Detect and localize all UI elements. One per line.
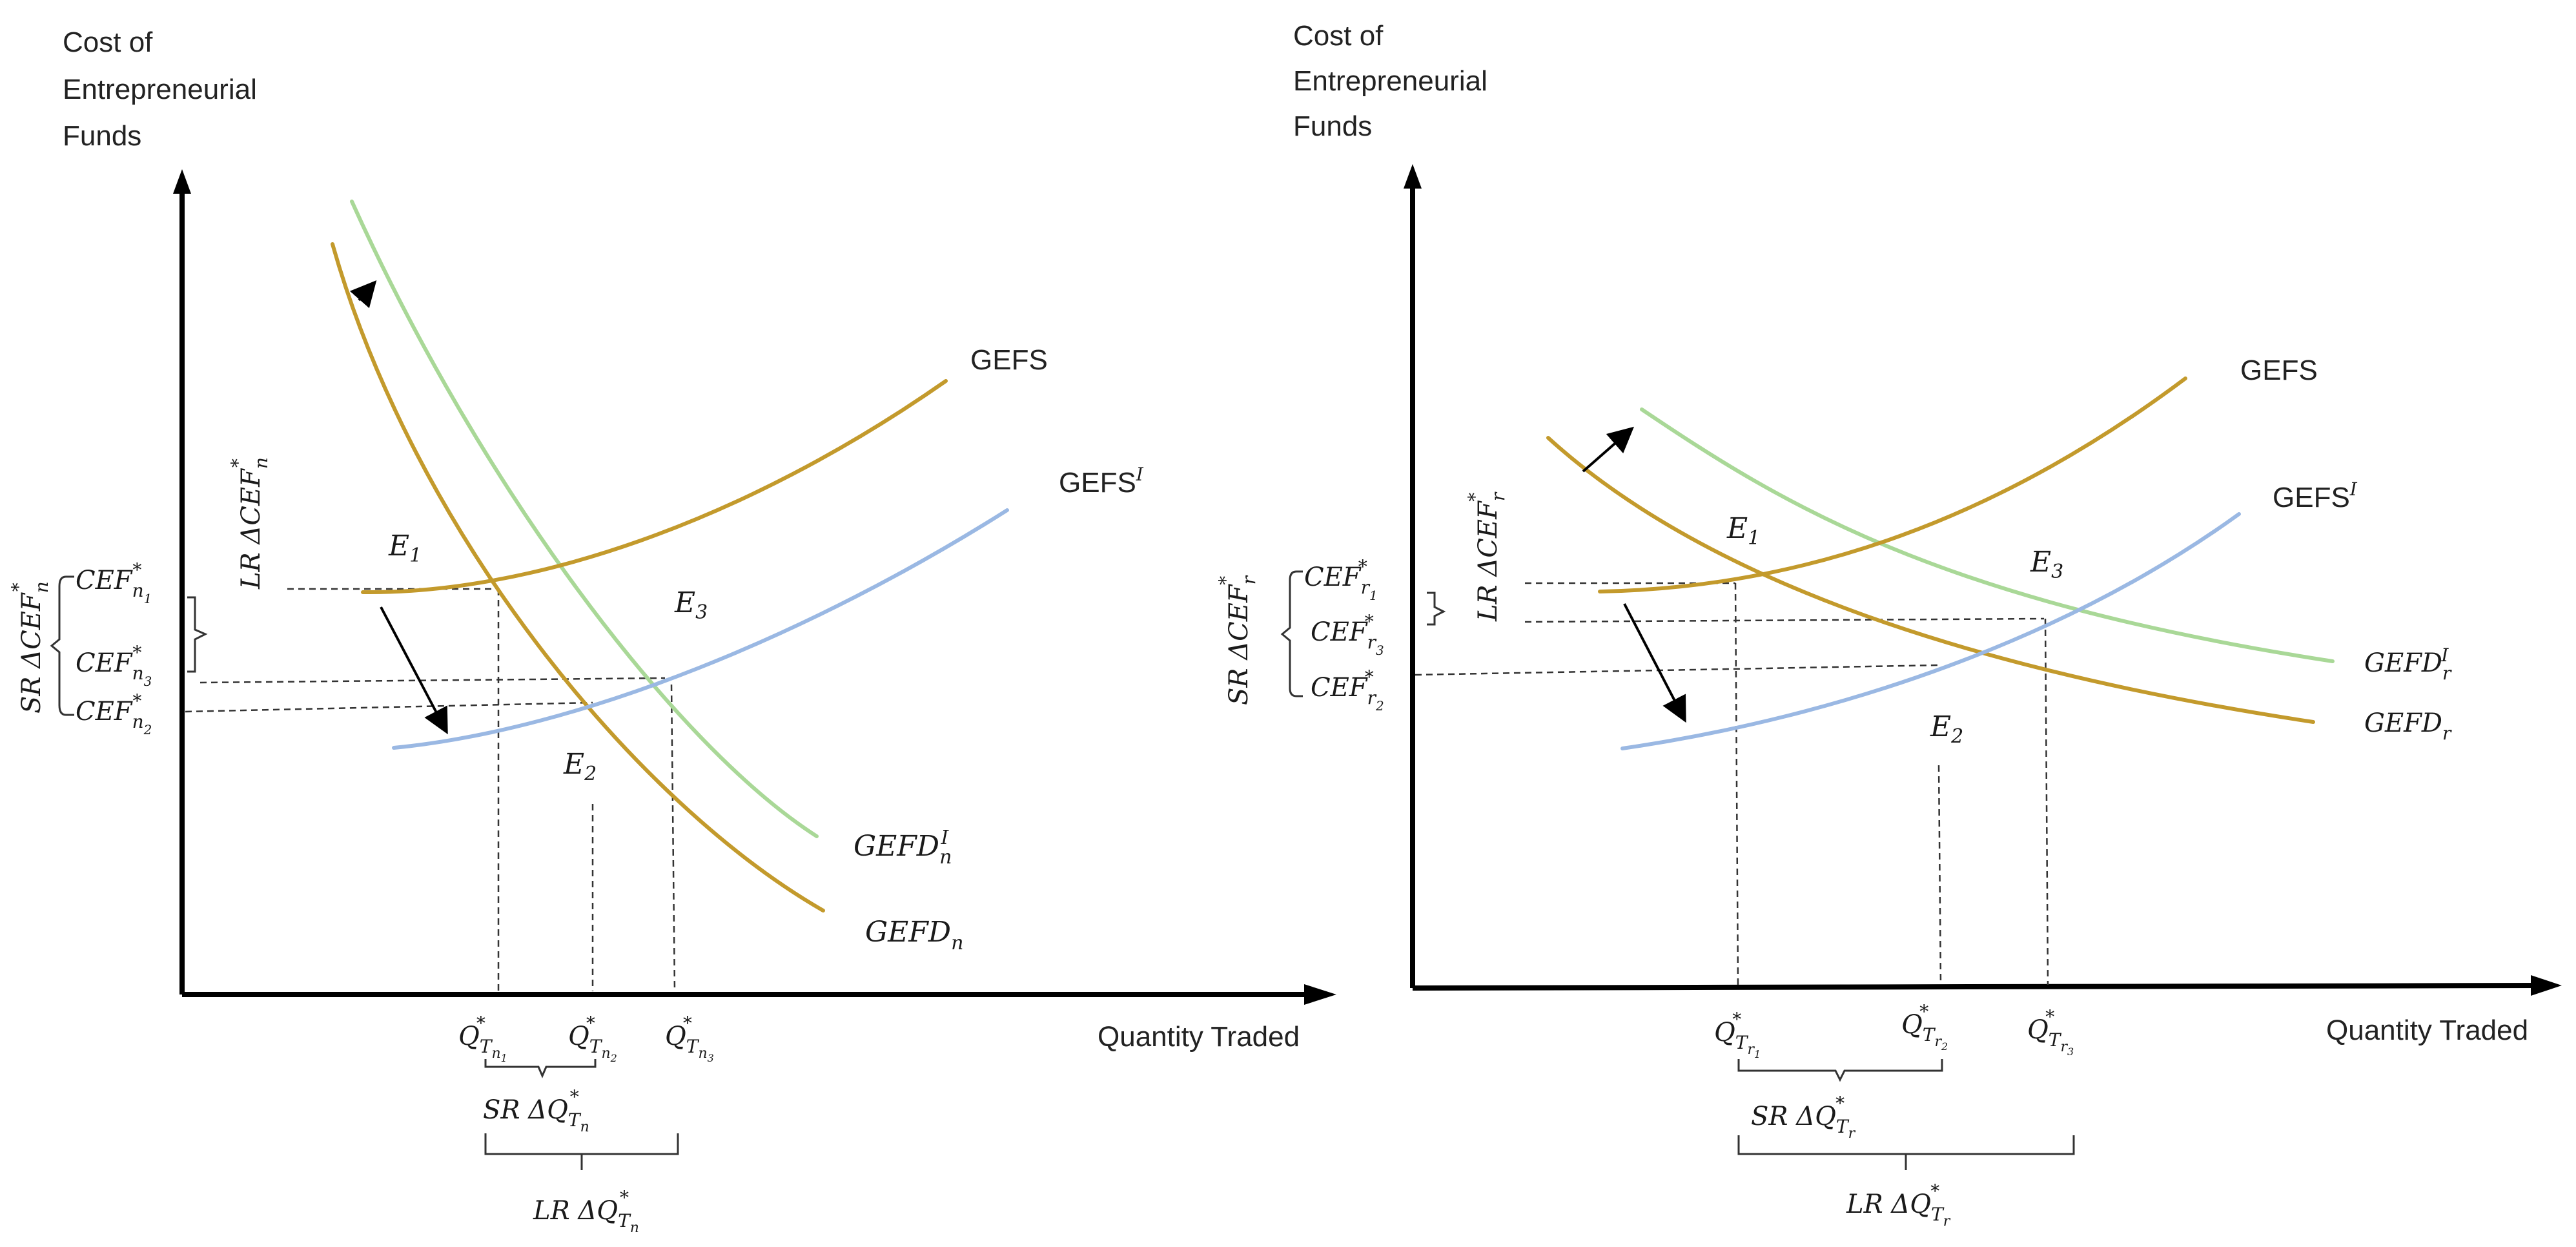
lr-price-brace	[1427, 592, 1446, 626]
gefd-curve	[1546, 436, 2315, 724]
sr-quantity-brace-label: SR ΔQTr*	[1751, 1093, 1856, 1142]
guide-q-r2	[1937, 765, 1942, 985]
gefd-shifted-label: GEFDrI	[2364, 644, 2452, 684]
demand-shift-arrow	[349, 280, 377, 309]
e1-label: E1	[388, 530, 422, 567]
lr-quantity-brace-label: LR ΔQTr*	[1846, 1180, 1951, 1230]
panel-n: Cost of Entrepreneurial Funds Quantity T…	[8, 26, 1336, 1236]
x-axis-arrowhead	[1304, 984, 1336, 1005]
y-axis-label-line-2: Entrepreneurial	[63, 74, 257, 105]
cef-n2-label: CEFn2*	[76, 690, 152, 737]
e3-label: E3	[674, 586, 708, 624]
cef-r3-label: CEFr3*	[1311, 611, 1384, 658]
q-n1-label: QTn1*	[458, 1013, 507, 1064]
gefs-shifted-curve	[392, 508, 1009, 750]
lr-quantity-brace-label: LR ΔQTn*	[533, 1187, 639, 1236]
gefs-shifted-label: GEFSI	[1059, 464, 1144, 499]
lr-price-brace-label: LR ΔCEFn*	[227, 457, 272, 590]
sr-price-brace-label: SR ΔCEFn*	[8, 581, 52, 714]
gefs-shifted-curve	[1620, 512, 2241, 750]
x-axis-arrowhead	[2531, 975, 2562, 996]
gefs-curve	[1598, 376, 2187, 593]
sr-price-brace	[1280, 570, 1303, 697]
q-r2-label: QTr2*	[1901, 1001, 1948, 1053]
sr-quantity-brace	[1737, 1059, 1943, 1082]
gefd-label: GEFDn	[865, 916, 963, 954]
panel-r: Cost of Entrepreneurial Funds Quantity T…	[1215, 20, 2562, 1230]
cef-n1-label: CEFn1*	[76, 559, 152, 606]
gefd-label: GEFDr	[2364, 708, 2452, 744]
cef-r1-label: CEFr1*	[1304, 556, 1378, 603]
gefd-shifted-curve	[1640, 407, 2335, 663]
y-axis-label-line-2: Entrepreneurial	[1293, 65, 1487, 97]
guide-cef-r2	[1415, 664, 1939, 676]
guide-cef-n3	[199, 677, 666, 684]
guide-q-n3	[670, 684, 676, 992]
demand-shift-arrow	[1582, 426, 1635, 473]
sr-price-brace-label: SR ΔCEFr*	[1215, 575, 1260, 705]
x-axis-label: Quantity Traded	[1098, 1021, 1300, 1053]
y-axis-label-line-3: Funds	[63, 120, 141, 152]
y-axis-label-line-3: Funds	[1293, 110, 1372, 142]
y-axis-label-line-1: Cost of	[63, 26, 153, 58]
gefs-curve	[361, 379, 948, 595]
cef-n3-label: CEFn3*	[76, 642, 152, 689]
lr-price-brace	[187, 596, 208, 673]
gefs-label: GEFS	[2240, 355, 2318, 386]
sr-price-brace	[50, 575, 74, 716]
guide-q-r1	[1734, 582, 1739, 985]
q-r3-label: QTr3*	[2027, 1006, 2074, 1058]
e2-label: E2	[563, 748, 597, 785]
e1-label: E1	[1726, 512, 1760, 550]
q-r1-label: QTr1*	[1714, 1009, 1761, 1060]
guide-cef-r3	[1524, 617, 2045, 623]
y-axis-arrowhead	[1404, 164, 1422, 189]
guide-cef-n2	[185, 701, 593, 713]
cef-r2-label: CEFr2*	[1311, 666, 1384, 714]
supply-shift-arrow	[1623, 603, 1686, 723]
gefd-curve	[331, 242, 825, 912]
guide-q-r3	[2044, 618, 2049, 985]
supply-shift-arrow	[380, 606, 448, 735]
sr-quantity-brace-label: SR ΔQTn*	[483, 1086, 589, 1135]
e2-label: E2	[1930, 710, 1963, 748]
x-axis	[1412, 983, 2543, 991]
q-n2-label: QTn2*	[568, 1013, 617, 1064]
gefs-shifted-label: GEFSI	[2273, 479, 2358, 513]
e3-label: E3	[2030, 546, 2063, 583]
lr-quantity-brace	[1737, 1135, 2075, 1170]
gefd-shifted-label: GEFDnI	[854, 827, 952, 869]
q-n3-label: QTn3*	[665, 1013, 714, 1064]
sr-quantity-brace	[484, 1059, 597, 1078]
gefs-label: GEFS	[970, 344, 1048, 376]
y-axis-arrowhead	[173, 169, 191, 194]
lr-price-brace-label: LR ΔCEFr*	[1464, 491, 1509, 622]
gefd-shifted-curve	[350, 200, 819, 838]
x-axis-label: Quantity Traded	[2326, 1015, 2528, 1046]
y-axis-label-line-1: Cost of	[1293, 20, 1384, 52]
lr-quantity-brace	[484, 1133, 679, 1170]
